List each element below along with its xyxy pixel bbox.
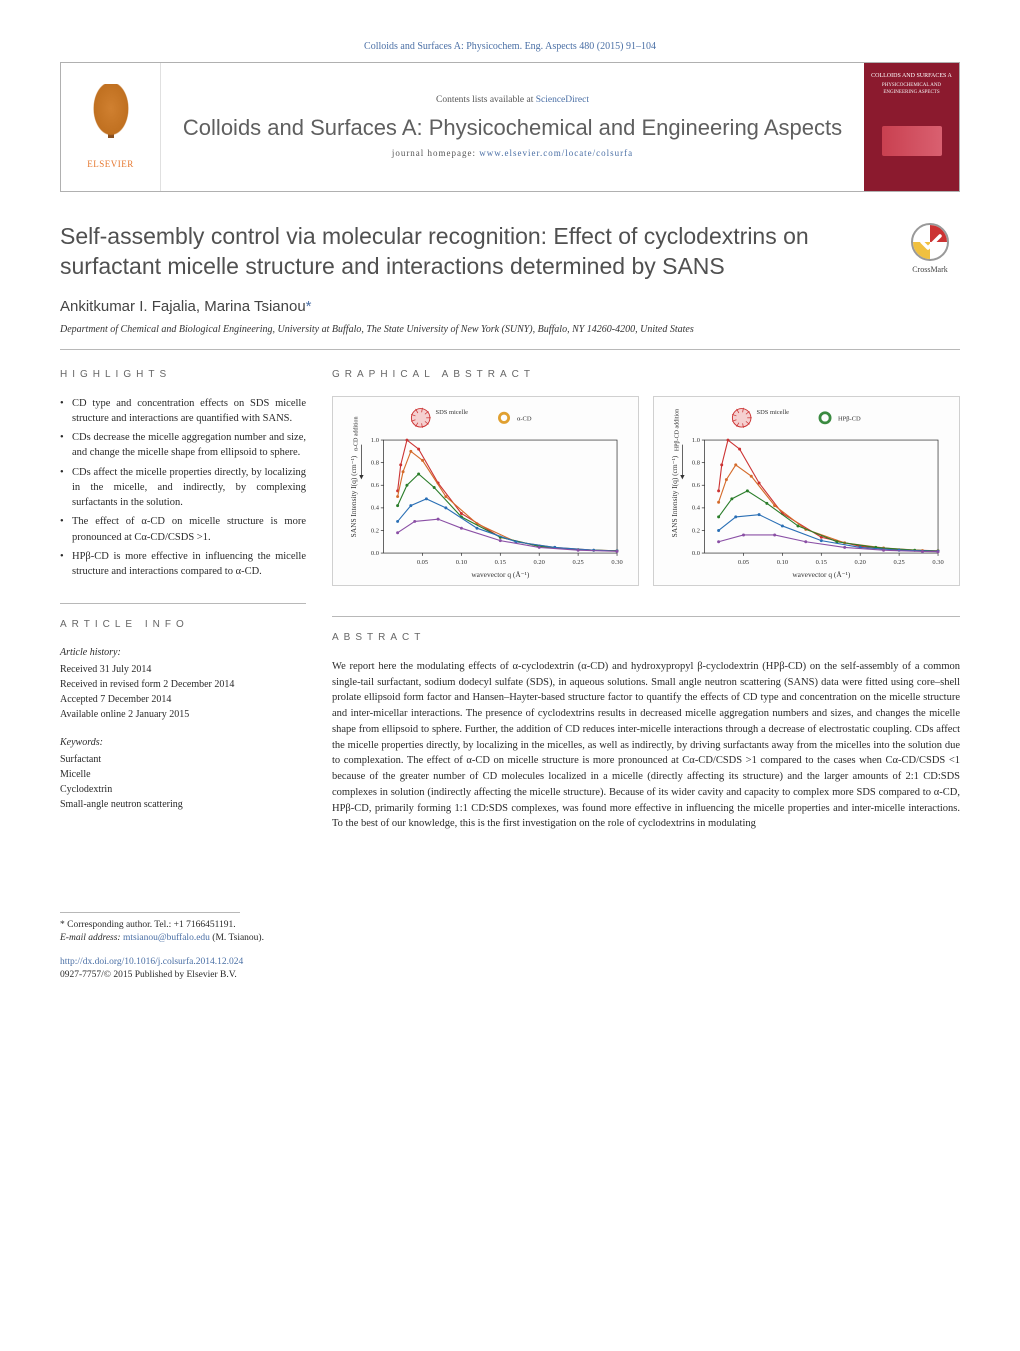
highlights-list: CD type and concentration effects on SDS… bbox=[60, 396, 306, 579]
svg-text:HPβ-CD: HPβ-CD bbox=[838, 415, 861, 422]
svg-text:0.15: 0.15 bbox=[816, 559, 827, 566]
svg-text:HPβ-CD addition: HPβ-CD addition bbox=[675, 409, 681, 451]
elsevier-tree-icon bbox=[81, 84, 141, 154]
highlight-item: CDs decrease the micelle aggregation num… bbox=[60, 430, 306, 460]
homepage-link[interactable]: www.elsevier.com/locate/colsurfa bbox=[479, 148, 633, 158]
doi-block: http://dx.doi.org/10.1016/j.colsurfa.201… bbox=[60, 956, 960, 983]
journal-header: ELSEVIER Contents lists available at Sci… bbox=[60, 62, 960, 192]
svg-text:0.8: 0.8 bbox=[692, 459, 700, 466]
svg-text:0.30: 0.30 bbox=[932, 559, 943, 566]
svg-text:wavevector q (Å⁻¹): wavevector q (Å⁻¹) bbox=[792, 570, 850, 579]
crossmark-badge[interactable]: CrossMark bbox=[900, 222, 960, 275]
corresponding-footnote: * Corresponding author. Tel.: +1 7166451… bbox=[60, 919, 960, 946]
sciencedirect-link[interactable]: ScienceDirect bbox=[536, 95, 589, 105]
svg-text:0.30: 0.30 bbox=[611, 559, 622, 566]
svg-text:wavevector q (Å⁻¹): wavevector q (Å⁻¹) bbox=[471, 570, 529, 579]
footnote-separator bbox=[60, 912, 240, 913]
history-line: Accepted 7 December 2014 bbox=[60, 692, 306, 707]
svg-text:0.4: 0.4 bbox=[692, 504, 701, 511]
svg-text:0.6: 0.6 bbox=[692, 482, 701, 489]
svg-text:0.6: 0.6 bbox=[371, 482, 380, 489]
svg-text:0.25: 0.25 bbox=[893, 559, 904, 566]
svg-text:SDS micelle: SDS micelle bbox=[756, 409, 789, 416]
graphical-abstract-label: GRAPHICAL ABSTRACT bbox=[332, 368, 960, 382]
svg-text:0.2: 0.2 bbox=[371, 527, 379, 534]
svg-text:0.10: 0.10 bbox=[777, 559, 788, 566]
svg-text:0.4: 0.4 bbox=[371, 504, 380, 511]
article-title: Self-assembly control via molecular reco… bbox=[60, 222, 880, 282]
email-label: E-mail address: bbox=[60, 933, 123, 943]
authors-line: Ankitkumar I. Fajalia, Marina Tsianou* bbox=[60, 296, 960, 317]
history-line: Received 31 July 2014 bbox=[60, 662, 306, 677]
journal-homepage-line: journal homepage: www.elsevier.com/locat… bbox=[392, 147, 633, 160]
svg-text:0.25: 0.25 bbox=[572, 559, 583, 566]
highlight-item: The effect of α-CD on micelle structure … bbox=[60, 514, 306, 544]
svg-text:0.8: 0.8 bbox=[371, 459, 379, 466]
corr-tel: Corresponding author. Tel.: +1 716645119… bbox=[67, 920, 236, 930]
highlight-item: HPβ-CD is more effective in influencing … bbox=[60, 549, 306, 579]
affiliation: Department of Chemical and Biological En… bbox=[60, 323, 960, 350]
svg-text:SANS Intensity I(q) (cm⁻¹): SANS Intensity I(q) (cm⁻¹) bbox=[670, 455, 679, 537]
history-line: Available online 2 January 2015 bbox=[60, 707, 306, 722]
svg-text:0.05: 0.05 bbox=[738, 559, 749, 566]
issn-copyright: 0927-7757/© 2015 Published by Elsevier B… bbox=[60, 970, 237, 980]
contents-prefix: Contents lists available at bbox=[436, 95, 536, 105]
journal-header-center: Contents lists available at ScienceDirec… bbox=[161, 63, 864, 191]
svg-text:0.0: 0.0 bbox=[371, 550, 379, 557]
graphical-abstract: 0.0 0.2 0.4 0.6 0.8 1.0 0.05 0.10 0.15 0.20 0.25 0.… bbox=[332, 396, 960, 586]
highlight-item: CD type and concentration effects on SDS… bbox=[60, 396, 306, 426]
sans-chart-left: 0.0 0.2 0.4 0.6 0.8 1.0 0.05 0.10 0.15 0.20 0.25 0.… bbox=[332, 396, 639, 586]
homepage-prefix: journal homepage: bbox=[392, 148, 479, 158]
svg-text:0.20: 0.20 bbox=[855, 559, 866, 566]
article-info-label: ARTICLE INFO bbox=[60, 618, 306, 632]
svg-text:α-CD: α-CD bbox=[517, 415, 532, 422]
abstract-text: We report here the modulating effects of… bbox=[332, 659, 960, 832]
keyword-item: Surfactant bbox=[60, 752, 306, 767]
crossmark-icon bbox=[910, 222, 950, 262]
authors-names: Ankitkumar I. Fajalia, Marina Tsianou bbox=[60, 298, 306, 315]
cover-art-icon bbox=[882, 126, 942, 156]
contents-available-line: Contents lists available at ScienceDirec… bbox=[436, 94, 589, 107]
svg-text:α-CD addition: α-CD addition bbox=[354, 416, 360, 451]
history-label: Article history: bbox=[60, 646, 306, 660]
cover-title: COLLOIDS AND SURFACES A bbox=[871, 73, 952, 80]
citation-line: Colloids and Surfaces A: Physicochem. En… bbox=[60, 40, 960, 54]
keyword-item: Cyclodextrin bbox=[60, 782, 306, 797]
highlight-item: CDs affect the micelle properties direct… bbox=[60, 465, 306, 511]
svg-text:SANS Intensity I(q) (cm⁻¹): SANS Intensity I(q) (cm⁻¹) bbox=[349, 455, 358, 537]
elsevier-logo[interactable]: ELSEVIER bbox=[61, 63, 161, 191]
svg-text:0.10: 0.10 bbox=[456, 559, 467, 566]
cover-subtitle: PHYSICOCHEMICAL AND ENGINEERING ASPECTS bbox=[870, 82, 953, 96]
keywords-label: Keywords: bbox=[60, 736, 306, 750]
elsevier-text: ELSEVIER bbox=[87, 158, 134, 171]
history-line: Received in revised form 2 December 2014 bbox=[60, 677, 306, 692]
svg-text:0.20: 0.20 bbox=[534, 559, 545, 566]
keyword-item: Micelle bbox=[60, 767, 306, 782]
abstract-label: ABSTRACT bbox=[332, 631, 960, 645]
svg-text:1.0: 1.0 bbox=[371, 437, 379, 444]
svg-text:0.2: 0.2 bbox=[692, 527, 700, 534]
journal-cover-thumbnail[interactable]: COLLOIDS AND SURFACES A PHYSICOCHEMICAL … bbox=[864, 63, 959, 191]
corresponding-marker: * bbox=[306, 298, 312, 315]
svg-text:0.05: 0.05 bbox=[417, 559, 428, 566]
corr-email-link[interactable]: mtsianou@buffalo.edu bbox=[123, 933, 210, 943]
sans-chart-right: 0.0 0.2 0.4 0.6 0.8 1.0 0.05 0.10 0.15 0.20 0.25 0.… bbox=[653, 396, 960, 586]
svg-text:1.0: 1.0 bbox=[692, 437, 700, 444]
svg-text:0.15: 0.15 bbox=[495, 559, 506, 566]
svg-text:SDS micelle: SDS micelle bbox=[435, 409, 468, 416]
svg-text:0.0: 0.0 bbox=[692, 550, 700, 557]
highlights-label: HIGHLIGHTS bbox=[60, 368, 306, 382]
crossmark-label: CrossMark bbox=[912, 264, 948, 275]
email-suffix: (M. Tsianou). bbox=[210, 933, 264, 943]
doi-link[interactable]: http://dx.doi.org/10.1016/j.colsurfa.201… bbox=[60, 957, 243, 967]
keyword-item: Small-angle neutron scattering bbox=[60, 797, 306, 812]
journal-name: Colloids and Surfaces A: Physicochemical… bbox=[183, 114, 842, 142]
